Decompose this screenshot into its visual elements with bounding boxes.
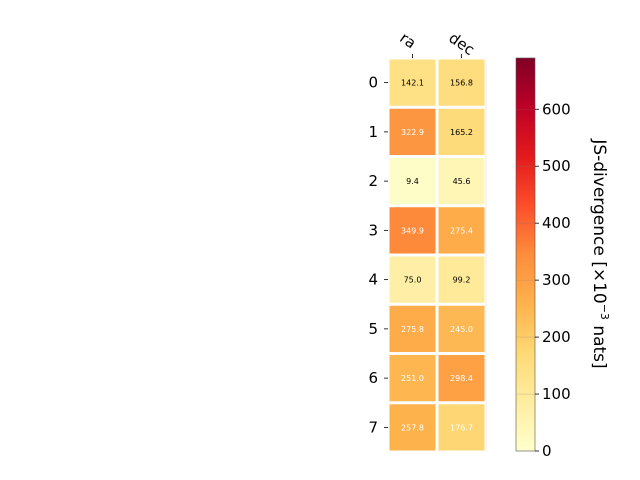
colorbar-tick-label: 400 (542, 214, 571, 232)
cell-value-label: 156.8 (450, 79, 473, 88)
row-label: 5 (368, 320, 378, 338)
colorbar-ticks: 0 100 200 300 400 500 600 (516, 100, 571, 460)
heatmap-cell (438, 108, 485, 155)
colorbar: 0 100 200 300 400 500 600 JS-divergence [×10−3… (515, 57, 611, 460)
cell-value-label: 322.9 (401, 128, 424, 137)
cell-value-label: 176.7 (450, 423, 473, 432)
row-label: 3 (368, 221, 378, 239)
row-labels: 0 1 2 3 4 5 6 7 (368, 74, 388, 436)
heatmap-cell (389, 305, 436, 352)
row-label: 7 (368, 418, 378, 436)
cell-value-label: 257.8 (401, 423, 424, 432)
colorbar-label: JS-divergence [×10−3 nats] (589, 138, 611, 368)
heatmap-cell (438, 207, 485, 254)
cell-value-label: 298.4 (450, 374, 473, 383)
colorbar-tick-label: 0 (542, 442, 552, 460)
heatmap-cell (438, 305, 485, 352)
heatmap-cell (438, 256, 485, 303)
heatmap-grid: 142.1 156.8 322.9 165.2 9.4 45.6 349.9 275.4 75.… (389, 58, 487, 452)
cell-value-label: 142.1 (401, 79, 424, 88)
colorbar-gradient (515, 57, 536, 452)
row-label: 2 (368, 172, 378, 190)
heatmap-cell (389, 108, 436, 155)
cell-value-label: 245.0 (450, 325, 473, 334)
colorbar-tick-label: 600 (542, 100, 571, 118)
cell-value-label: 251.0 (401, 374, 424, 383)
colorbar-label-prefix: JS-divergence [×10 (589, 138, 609, 303)
heatmap-cell (438, 158, 485, 205)
cell-value-label: 349.9 (401, 226, 424, 235)
heatmap-cell (389, 207, 436, 254)
colorbar-tick-label: 500 (542, 157, 571, 175)
cell-value-label: 45.6 (453, 177, 471, 186)
cell-value-label: 99.2 (453, 276, 471, 285)
cell-value-label: 165.2 (450, 128, 473, 137)
column-labels: ra dec (396, 29, 477, 59)
heatmap-cell (438, 59, 485, 106)
cell-value-label: 9.4 (406, 177, 419, 186)
row-label: 1 (368, 123, 378, 141)
heatmap-cell (438, 404, 485, 451)
heatmap-cell (389, 355, 436, 402)
colorbar-tick-label: 300 (542, 271, 571, 289)
heatmap-cell (438, 355, 485, 402)
colorbar-tick-label: 100 (542, 385, 571, 403)
colorbar-label-suffix: nats] (589, 320, 609, 369)
row-label: 0 (368, 74, 378, 92)
colorbar-tick-label: 200 (542, 328, 571, 346)
heatmap-cell (389, 59, 436, 106)
cell-value-label: 75.0 (404, 276, 422, 285)
heatmap-cell (389, 404, 436, 451)
cell-value-label: 275.4 (450, 226, 473, 235)
row-label: 6 (368, 369, 378, 387)
row-label: 4 (368, 271, 378, 289)
heatmap-cell (389, 256, 436, 303)
heatmap-cell (389, 158, 436, 205)
cell-value-label: 275.8 (401, 325, 424, 334)
column-label: ra (396, 29, 419, 53)
column-label: dec (445, 29, 477, 59)
colorbar-label-exponent: −3 (598, 304, 611, 320)
